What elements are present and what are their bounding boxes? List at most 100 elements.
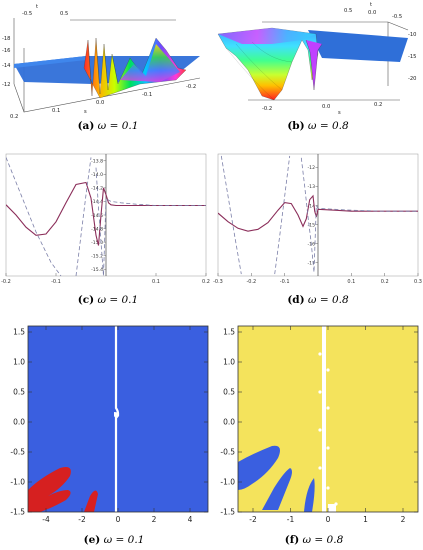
x-tick-label: 0.2 [381,279,389,285]
y-tick-label: -15 [307,222,315,228]
x-tick-label: -1 [287,515,295,524]
z-tick-a: -16 [2,48,10,54]
z-tick-a: -12 [2,82,10,88]
y-tick-label: -15.4 [91,267,103,273]
y-tick-label: 0.5 [13,388,25,397]
y-tick-label: -14.0 [91,172,103,178]
basin-plot-e: -4 -2 0 2 4 1.5 1.0 0.5 0.0 -0.5 -1.0 -1.5 [10,325,209,524]
caption-c-text: ω = 0.1 [94,294,139,306]
x-tick-label: 1 [363,515,368,524]
t-tick-a: 0.5 [60,11,68,17]
y-tick-label: -1.5 [10,508,25,517]
x-tick-label: -0.1 [280,279,290,285]
x-tick-label: 0.1 [152,279,160,285]
x-tick-label: 2 [152,515,157,524]
surface-plane-b [308,30,408,62]
t-tick-b: 0.0 [368,10,376,16]
x-tick-label: 0.3 [414,279,422,285]
y-tick-label: -13.8 [91,159,103,165]
s-tick-b: -0.2 [262,106,272,112]
caption-e-text: ω = 0.1 [100,534,145,546]
y-tick-label: -15.2 [91,253,103,259]
z-tick-a: -14 [2,63,11,69]
t-tick-b: -0.5 [392,14,402,20]
basin-region-red-e [84,490,98,512]
y-tick-label: -12 [307,165,315,171]
s-tick-a: 0.2 [10,114,18,120]
y-tick-label: -15.0 [91,240,103,246]
caption-d-label: (d) [287,294,305,306]
z-tick-b: -20 [408,76,416,82]
y-tick-label: -1.5 [220,508,235,517]
caption-e-label: (e) [83,534,101,546]
series-line-solid [6,181,206,246]
z-tick-b: -10 [408,32,416,38]
caption-b-text: ω = 0.8 [304,120,349,132]
basin-plot-f: -2 -1 0 1 2 1.5 1.0 0.5 0.0 -0.5 -1.0 -1.5 [220,325,419,524]
y-tick-label: -1.0 [220,478,235,487]
basin-region-red-e [28,467,71,512]
basin-region-yellow-f [238,326,418,512]
z-tick-a: -18 [2,36,10,42]
x-tick-label: 4 [188,515,193,524]
y-tick-label: -14.4 [91,199,103,205]
y-tick-label: 0.5 [223,388,235,397]
t-axis-label-a: t [36,4,38,10]
caption-e: (e) ω = 0.1 [14,534,214,546]
caption-b: (b) ω = 0.8 [218,120,418,132]
x-tick-label: 2 [401,515,406,524]
s-tick-b: 0.2 [374,102,382,108]
caption-c-label: (c) [77,294,95,306]
y-tick-label: -13 [307,184,315,190]
basin-region-blue-f [304,478,315,512]
s-tick-b: 0.0 [322,104,330,110]
y-tick-label: 0.0 [13,418,25,427]
caption-b-label: (b) [287,120,305,132]
y-tick-label: 1.0 [13,358,25,367]
caption-f-label: (f) [284,534,300,546]
t-tick-a: -0.5 [22,11,32,17]
x-tick-label: -0.2 [246,279,256,285]
x-tick-label: -0.3 [213,279,223,285]
y-tick-label: 1.0 [223,358,235,367]
series-line-solid [218,194,418,232]
series-line-dashed [6,157,62,276]
basin-region-blue-f [238,445,280,490]
x-tick-label: 0 [326,515,331,524]
surface-plot-b: t 0.5 0.0 -0.5 -10 -15 -20 -0.2 0.0 s 0.… [217,2,416,116]
surface-plot-a: t -0.5 0.5 -18 -16 -14 -12 0.2 0.1 0.0 s… [2,4,201,120]
s-axis-label-a: s [84,109,87,115]
x-tick-label: 0.2 [202,279,210,285]
t-tick-b: 0.5 [344,8,352,14]
y-tick-label: 1.5 [223,328,235,337]
x-tick-label: 0 [116,515,121,524]
y-tick-label: -1.0 [10,478,25,487]
s-tick-a: -0.1 [142,92,152,98]
series-line-dashed [95,167,206,276]
x-tick-label: -0.2 [1,279,11,285]
caption-a: (a) ω = 0.1 [8,120,208,132]
series-line-dashed [75,157,92,276]
y-tick-label: 1.5 [13,328,25,337]
y-tick-label: -14 [307,203,315,209]
caption-d: (d) ω = 0.8 [218,294,418,306]
s-tick-a: -0.2 [186,84,196,90]
x-tick-label: -4 [42,515,50,524]
caption-c: (c) ω = 0.1 [8,294,208,306]
series-line-dashed [220,155,242,275]
x-tick-label: 0.1 [347,279,355,285]
s-tick-a: 0.0 [96,100,104,106]
y-tick-label: -14.6 [91,213,103,219]
y-tick-label: -17 [307,260,315,266]
caption-a-label: (a) [77,120,95,132]
s-tick-a: 0.1 [52,108,60,114]
t-axis-label-b: t [370,2,372,8]
y-tick-label: 0.0 [223,418,235,427]
x-tick-label: -0.1 [51,279,61,285]
caption-d-text: ω = 0.8 [304,294,349,306]
line-chart-c: -0.2 -0.1 0.1 0.2-13.8-14.0-14.2-14.4-14.6-… [1,153,210,285]
caption-f-text: ω = 0.8 [299,534,344,546]
y-tick-label: -0.5 [220,448,235,457]
series-line-dashed [274,155,291,275]
basin-boundary-f [318,326,338,512]
